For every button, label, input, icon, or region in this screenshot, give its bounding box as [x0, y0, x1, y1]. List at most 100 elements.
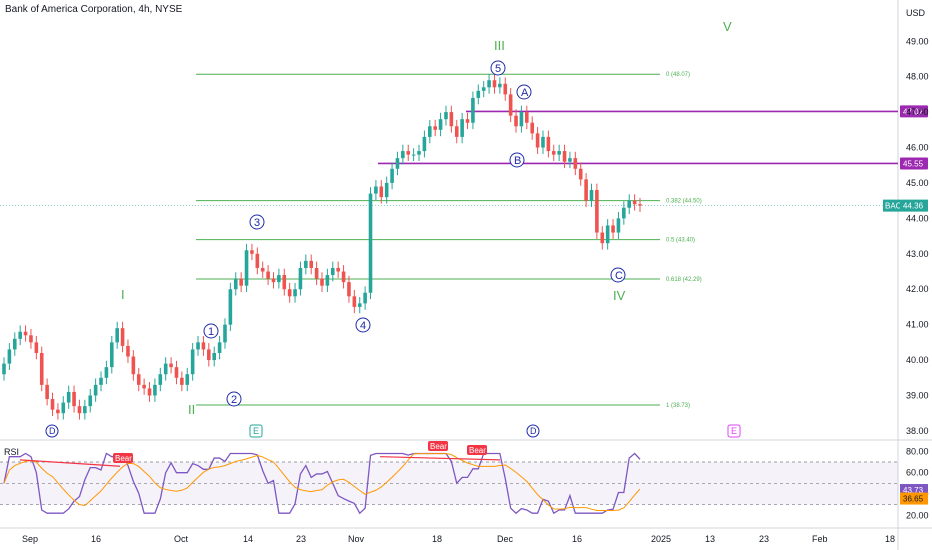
- candle-body: [460, 119, 464, 137]
- candle-body: [503, 83, 508, 95]
- candle-body: [304, 260, 308, 268]
- candle-body: [611, 225, 615, 233]
- fib-label: 0.5 (43.40): [666, 238, 695, 244]
- horizontal-levels: 47.02 45.55 BAC 44.36: [0, 105, 928, 212]
- candle-body: [417, 151, 421, 155]
- candle-body: [136, 374, 141, 385]
- candle-body: [573, 158, 578, 169]
- candle-body: [228, 289, 233, 325]
- wave-label-minor: 5: [495, 63, 501, 75]
- candle-body: [23, 331, 28, 336]
- symbol-label: BAC: [885, 202, 902, 211]
- wave-label-circle: [516, 84, 532, 100]
- candle-body: [309, 260, 314, 268]
- candle-body: [325, 275, 330, 286]
- event-marker-label: E: [253, 426, 259, 436]
- candle-body: [61, 402, 66, 414]
- level-price-tag: [900, 157, 928, 170]
- candle-body: [250, 250, 254, 254]
- price-tick-label: 42.00: [906, 284, 929, 294]
- candle-body: [7, 349, 12, 364]
- bear-tag-label: Bear: [115, 454, 132, 463]
- candle-body: [562, 151, 567, 162]
- candle-body: [492, 80, 497, 88]
- wave-label-circle: [509, 152, 525, 168]
- candle-body: [196, 342, 200, 350]
- candle-body: [498, 83, 502, 88]
- time-tick-label: Dec: [497, 534, 514, 544]
- fib-label: 1 (38.73): [666, 403, 690, 409]
- candle-body: [600, 232, 605, 244]
- candle-body: [77, 406, 82, 414]
- candlesticks: [2, 73, 642, 420]
- candle-body: [465, 119, 470, 123]
- candle-body: [363, 292, 367, 304]
- event-marker-label: D: [530, 426, 537, 436]
- wave-label-circle: [249, 214, 265, 230]
- candle-body: [535, 133, 540, 148]
- price-tick-label: 46.00: [906, 143, 929, 153]
- candle-body: [605, 225, 610, 244]
- candle-body: [476, 90, 481, 98]
- candle-body: [374, 186, 378, 194]
- wave-label-minor: 3: [254, 217, 260, 229]
- candle-body: [530, 122, 535, 134]
- time-axis[interactable]: Sep 16 Oct 14 23 Nov 18 Dec 16 2025 13 23 Feb 18: [22, 534, 895, 544]
- candle-body: [233, 278, 238, 290]
- candle-body: [83, 406, 87, 414]
- rsi-ma-value-tag: [900, 492, 928, 505]
- candle-body: [557, 151, 561, 155]
- currency-label[interactable]: USD: [906, 8, 926, 18]
- wave-label-minor: A: [521, 87, 529, 99]
- candle-body: [244, 250, 249, 286]
- candle-body: [487, 80, 491, 88]
- candle-body: [223, 324, 227, 343]
- time-tick-label: Sep: [22, 534, 38, 544]
- event-marker-label: D: [49, 426, 56, 436]
- time-tick-label: 23: [759, 534, 769, 544]
- price-tick-label: 39.00: [906, 390, 929, 400]
- candle-body: [72, 391, 76, 407]
- candle-body: [298, 267, 303, 290]
- candle-body: [427, 126, 432, 137]
- chart-title: Bank of America Corporation, 4h, NYSE: [5, 4, 183, 15]
- candle-body: [239, 278, 243, 286]
- price-tick-label: 41.00: [906, 320, 929, 330]
- candle-body: [293, 289, 297, 297]
- time-tick-label: 18: [432, 534, 442, 544]
- candle-body: [444, 112, 448, 120]
- rsi-tick-label: 20.00: [906, 510, 929, 520]
- wave-label-minor: C: [615, 270, 623, 282]
- candle-body: [508, 94, 513, 116]
- event-marker: [45, 424, 59, 438]
- candle-body: [438, 119, 443, 130]
- candle-body: [454, 126, 459, 137]
- time-tick-label: Nov: [348, 534, 365, 544]
- price-axis[interactable]: 49.00 48.00 47.00 46.00 45.00 44.00 43.00 42.00…: [906, 36, 929, 436]
- candle-body: [336, 267, 340, 272]
- candle-body: [320, 278, 324, 286]
- time-tick-label: 18: [885, 534, 895, 544]
- candle-body: [546, 136, 551, 152]
- candle-body: [115, 328, 119, 343]
- candle-body: [433, 126, 437, 130]
- price-tick-label: 48.00: [906, 72, 929, 82]
- wave-label-minor: 1: [208, 326, 214, 338]
- candle-body: [277, 275, 281, 283]
- time-tick-label: Oct: [174, 534, 189, 544]
- event-marker: [727, 424, 741, 438]
- time-tick-label: 14: [243, 534, 253, 544]
- rsi-band: [0, 462, 898, 505]
- rsi-ma-value-label: 36.65: [903, 495, 924, 504]
- candle-body: [638, 204, 642, 206]
- candle-body: [471, 97, 475, 123]
- price-tick-label: 49.00: [906, 36, 929, 46]
- price-tick-label: 38.00: [906, 426, 929, 436]
- rsi-tick-label: 80.00: [906, 446, 929, 456]
- price-tick-label: 43.00: [906, 249, 929, 259]
- candle-body: [390, 168, 394, 183]
- time-tick-label: 16: [91, 534, 101, 544]
- candle-body: [39, 352, 44, 385]
